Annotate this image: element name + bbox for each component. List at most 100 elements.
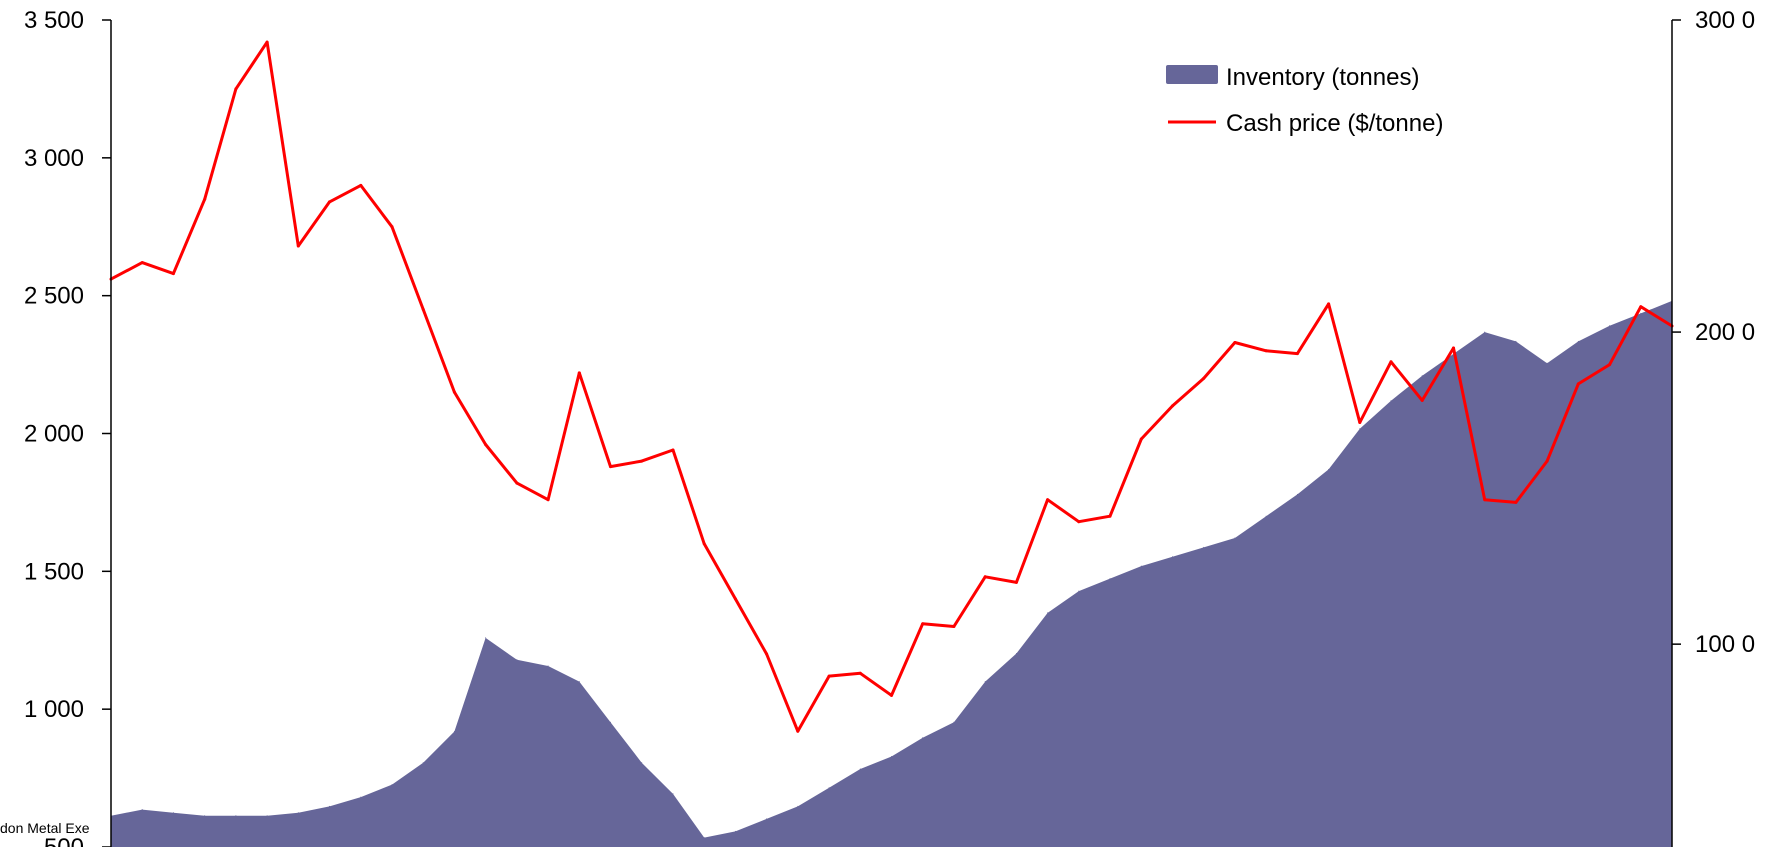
price-point (671, 448, 675, 452)
inventory-point (141, 809, 143, 811)
inventory-point (1484, 331, 1486, 333)
right-tick-label: 100 0 (1695, 631, 1755, 658)
inventory-point (422, 762, 424, 764)
inventory-point (610, 721, 611, 723)
price-point (1233, 341, 1237, 344)
price-point (858, 671, 862, 675)
price-point (1202, 376, 1206, 380)
inventory-point (453, 731, 455, 732)
price-point (1139, 437, 1143, 441)
inventory-point (1203, 546, 1205, 548)
inventory-point (235, 815, 237, 817)
price-point (1264, 349, 1268, 353)
inventory-point (953, 721, 955, 723)
price-point (296, 244, 300, 248)
left-tick-label: 2 500 (24, 283, 84, 310)
axes: 500 1 000 1 500 2 000 2 500 3 000 3 500 100 0 20… (24, 7, 1755, 847)
price-point (234, 87, 238, 91)
price-point (140, 261, 144, 265)
inventory-point (766, 818, 768, 820)
left-tick-label: 1 000 (24, 696, 84, 723)
left-tick-label: 3 000 (24, 145, 84, 172)
legend-label-inventory: Inventory (tonnes) (1226, 64, 1419, 91)
inventory-point (297, 812, 299, 814)
inventory-point (391, 784, 393, 786)
inventory-point (828, 787, 830, 789)
price-point (1077, 520, 1081, 524)
price-point (265, 40, 269, 44)
legend-swatch-inventory (1166, 65, 1218, 84)
price-point (577, 371, 581, 375)
price-point (702, 542, 706, 546)
inventory-point (1328, 468, 1330, 470)
inventory-point (1265, 515, 1267, 517)
legend: Inventory (tonnes) Cash price ($/tonne) (1166, 64, 1443, 137)
inventory-point (1015, 653, 1017, 654)
price-point (1514, 500, 1518, 504)
price-point (1327, 302, 1331, 306)
inventory-point (641, 762, 643, 764)
price-point (1545, 459, 1549, 463)
inventory-point (485, 637, 487, 639)
inventory-point (1421, 375, 1423, 377)
price-point (171, 272, 175, 276)
price-point (640, 459, 644, 463)
price-point (390, 225, 394, 229)
inventory-point (172, 812, 174, 814)
inventory-point (1577, 340, 1579, 342)
right-tick-label: 200 0 (1695, 319, 1755, 346)
price-point (827, 674, 831, 678)
inventory-point (1078, 590, 1080, 592)
price-point (359, 183, 363, 187)
price-point (765, 652, 769, 656)
right-tick-label: 300 0 (1695, 7, 1755, 34)
inventory-point (1359, 428, 1361, 430)
price-point (1452, 346, 1455, 350)
price-point (1576, 382, 1580, 386)
price-point (983, 575, 987, 579)
price-point (1389, 360, 1393, 364)
left-tick-label: 500 (44, 834, 84, 847)
price-point (1358, 421, 1362, 424)
price-point (1295, 352, 1299, 356)
inventory-point (1515, 340, 1517, 342)
inventory-point (1296, 493, 1298, 495)
inventory-point (1640, 312, 1642, 314)
price-point (1608, 363, 1612, 367)
inventory-point (734, 830, 736, 832)
left-tick-label: 3 500 (24, 7, 84, 34)
inventory-point (703, 837, 705, 839)
price-point (609, 465, 612, 469)
price-point (952, 625, 956, 628)
inventory-point (1390, 400, 1392, 402)
inventory-point (1109, 578, 1111, 580)
price-point (452, 390, 456, 394)
left-tick-label: 1 500 (24, 558, 84, 585)
price-point (1014, 580, 1018, 584)
inventory-point (578, 681, 580, 683)
inventory-point (922, 737, 924, 739)
price-point (890, 693, 893, 697)
inventory-point (1172, 556, 1173, 558)
inventory-point (1609, 325, 1611, 327)
inventory-area (111, 300, 1672, 847)
price-point (1046, 498, 1050, 502)
inventory-point (1234, 537, 1236, 539)
inventory-point (1546, 362, 1548, 364)
inventory-point (360, 796, 362, 798)
inventory-point (1047, 612, 1049, 614)
inventory-point (266, 815, 268, 817)
inventory-point (516, 659, 518, 661)
price-point (546, 498, 550, 502)
inventory-point (547, 665, 549, 667)
source-note: don Metal Exe (0, 820, 90, 836)
price-point (1171, 404, 1174, 408)
price-point (733, 597, 737, 601)
price-point (1639, 305, 1643, 309)
price-point (515, 481, 519, 485)
inventory-point (204, 815, 206, 817)
price-point (796, 729, 800, 733)
price-point (1108, 514, 1112, 518)
price-point (1483, 498, 1487, 502)
